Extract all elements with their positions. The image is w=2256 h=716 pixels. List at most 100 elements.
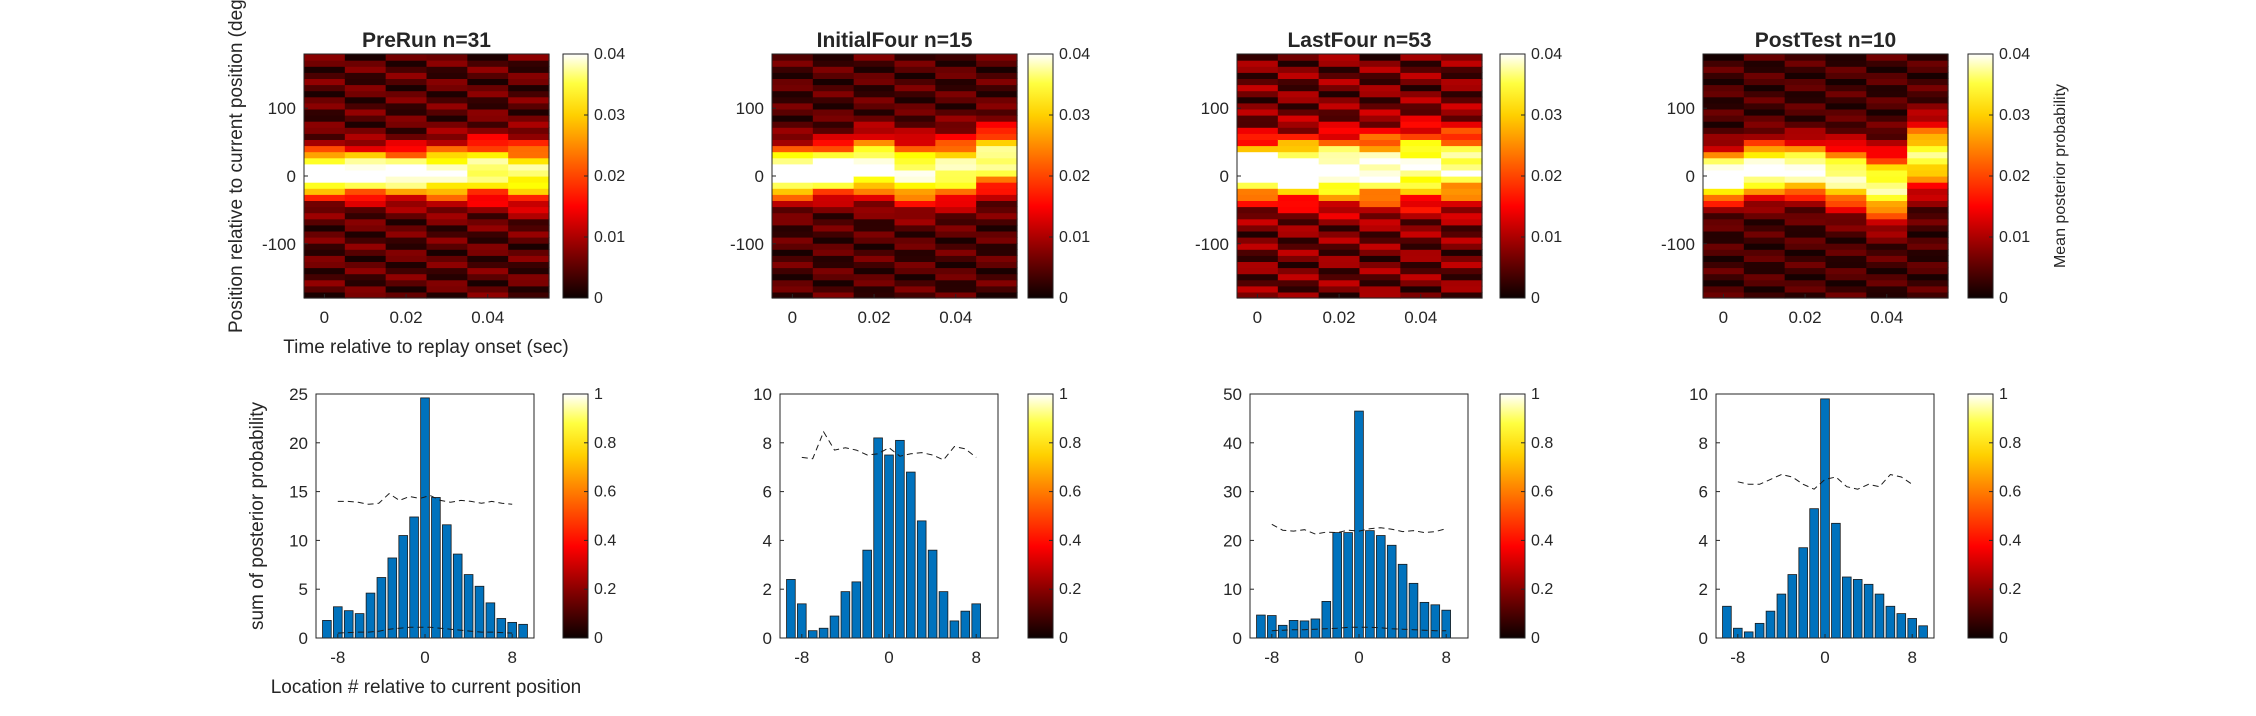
colorbar-tick-label: 0.4 (1059, 532, 1081, 549)
heatmap-cell (976, 121, 1018, 128)
heatmap-cell (385, 145, 428, 153)
y-tick-label: -100 (262, 235, 296, 254)
heatmap-cell (1866, 78, 1908, 86)
heatmap-cell (1359, 66, 1401, 73)
heatmap-cell (385, 157, 428, 165)
colorbar-tick-label: 0.6 (1531, 484, 1553, 501)
heatmap-cell (812, 249, 855, 256)
y-tick-label: 4 (763, 531, 772, 550)
heatmap-cell (894, 72, 936, 79)
heatmap-cell (304, 273, 346, 281)
histogram-bar (1874, 593, 1885, 639)
histogram-bar (1852, 579, 1863, 639)
heatmap-cell (1907, 157, 1949, 165)
heatmap-cell (426, 218, 468, 226)
heatmap-cell (1441, 115, 1483, 122)
heatmap-cell (1784, 102, 1827, 110)
histogram-bar (960, 610, 971, 639)
heatmap-cell (1400, 255, 1442, 262)
colorbar-tick-label: 0.01 (594, 229, 625, 246)
heatmap-cell (1743, 133, 1786, 140)
heatmap-cell (344, 121, 387, 128)
heatmap-cell (772, 145, 814, 153)
histogram-bar (916, 520, 927, 639)
heatmap-cell (1237, 108, 1279, 116)
heatmap-cell (853, 200, 896, 208)
heatmap-cell (1743, 151, 1786, 159)
heatmap-cell (1743, 285, 1786, 293)
heatmap-cell (385, 54, 428, 61)
heatmap-cell (1743, 121, 1786, 128)
shuffle-upper-line (337, 492, 513, 505)
heatmap-cell (1907, 133, 1949, 140)
heatmap-cell (1825, 72, 1867, 79)
heatmap-cell (853, 72, 896, 79)
heatmap-cell (935, 169, 977, 177)
heatmap-title: PreRun n=31 (362, 29, 491, 52)
heatmap-cell (1237, 285, 1279, 293)
heatmap-cell (1825, 261, 1867, 269)
x-tick-label: -8 (330, 648, 345, 667)
heatmap-cell (304, 200, 346, 208)
heatmap-cell (385, 139, 428, 147)
heatmap-cell (812, 200, 855, 208)
heatmap-cell (1907, 212, 1949, 220)
heatmap-cell (894, 194, 936, 201)
colorbar-tick-label: 0.8 (594, 435, 616, 452)
heatmap-cell (1907, 96, 1949, 104)
heatmap-cell (1277, 169, 1320, 177)
heatmap-cell (772, 78, 814, 86)
heatmap-cell (1400, 78, 1442, 86)
heatmap-cell (1784, 243, 1827, 250)
heatmap-cell (304, 285, 346, 293)
heatmap-cell (1784, 157, 1827, 165)
heatmap-cell (467, 267, 509, 275)
heatmap-cell (467, 224, 509, 232)
heatmap-cell (1318, 224, 1361, 232)
heatmap-cell (1743, 102, 1786, 110)
x-tick-label: -8 (1730, 648, 1745, 667)
heatmap-cell (1825, 279, 1867, 287)
heatmap-cell (812, 279, 855, 287)
heatmap-cell (894, 273, 936, 281)
heatmap-cell (344, 194, 387, 201)
heatmap-cell (1277, 285, 1320, 293)
heatmap-cell (1825, 169, 1867, 177)
heatmap-cell (1866, 212, 1908, 220)
heatmap-cell (1703, 285, 1745, 293)
heatmap-cell (772, 267, 814, 275)
heatmap-cell (1359, 169, 1401, 177)
heatmap-cell (385, 218, 428, 226)
colorbar (562, 393, 589, 639)
heatmap-cell (772, 285, 814, 293)
heatmap-cell (344, 163, 387, 171)
heatmap-cell (385, 127, 428, 134)
heatmap-cell (304, 157, 346, 165)
heatmap-cell (935, 121, 977, 128)
heatmap-cell (467, 230, 509, 238)
heatmap-cell (853, 139, 896, 147)
heatmap-cell (894, 230, 936, 238)
panels-layer: PreRun n=310 0.02 0.041000-1000.040.030.02… (262, 29, 2030, 667)
heatmap-cell (1318, 218, 1361, 226)
heatmap-cell (1277, 84, 1320, 92)
x-tick-label: 8 (507, 648, 516, 667)
heatmap-cell (1703, 230, 1745, 238)
heatmap-cell (1441, 212, 1483, 220)
heatmap-cell (853, 115, 896, 122)
heatmap-cell (772, 127, 814, 134)
heatmap-cell (1400, 96, 1442, 104)
heatmap-cell (772, 169, 814, 177)
heatmap-cell (304, 102, 346, 110)
heatmap-cell (508, 72, 550, 79)
heatmap-cell (812, 255, 855, 262)
heatmap-cell (1318, 78, 1361, 86)
heatmap-cell (1277, 127, 1320, 134)
heatmap-cell (1359, 255, 1401, 262)
heatmap-cell (1277, 108, 1320, 116)
heatmap-cell (1743, 96, 1786, 104)
y-tick-label: 6 (763, 483, 772, 502)
heatmap-cell (508, 115, 550, 122)
heatmap-cell (894, 127, 936, 134)
heatmap-cell (1703, 237, 1745, 244)
